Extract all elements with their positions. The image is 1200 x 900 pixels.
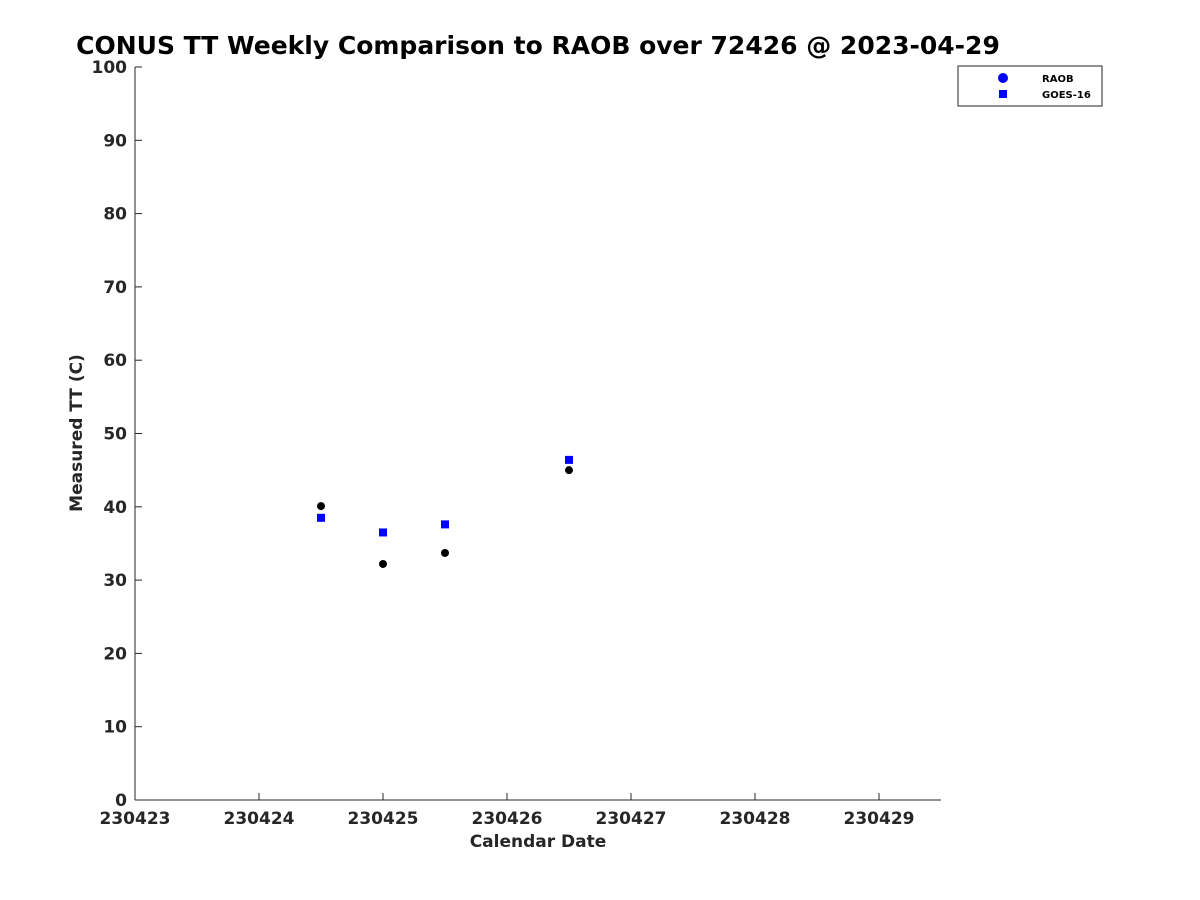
legend-box [957,65,1103,107]
y-tick-label: 90 [103,131,127,151]
legend: RAOB GOES-16 [957,65,1103,107]
y-tick-label: 10 [103,718,127,738]
y-tick-label: 40 [103,498,127,518]
x-tick-label: 230428 [720,809,791,829]
chart-title: CONUS TT Weekly Comparison to RAOB over … [76,31,1000,60]
x-tick-label: 230426 [472,809,543,829]
y-axis-label: Measured TT (C) [67,354,87,512]
goes-16-point [379,528,387,537]
axes: 0 10 20 30 40 50 60 70 80 90 100 230423 230424 230425… [92,58,941,829]
y-tick-label: 20 [103,644,127,664]
raob-point [565,466,573,475]
y-tick-label: 100 [92,58,128,78]
x-tick-label: 230427 [596,809,667,829]
goes-16-point [441,520,449,529]
y-tick-label: 70 [103,278,127,298]
x-tick-label: 230424 [224,809,295,829]
legend-marker-raob [998,73,1008,83]
raob-point [441,548,449,557]
y-tick-label: 60 [103,351,127,371]
y-tick-label: 50 [103,425,127,445]
goes-16-point [317,513,325,522]
x-axis-label: Calendar Date [470,832,607,852]
y-tick-label: 0 [115,791,127,811]
legend-marker-goes-16 [999,90,1007,98]
legend-label-raob: RAOB [1042,74,1074,85]
legend-label-goes-16: GOES-16 [1042,90,1091,101]
raob-point [317,502,325,511]
y-tick-label: 80 [103,205,127,225]
x-tick-label: 230423 [100,809,171,829]
y-tick-label: 30 [103,571,127,591]
data-marks [317,455,573,568]
x-tick-label: 230429 [844,809,915,829]
goes-16-point [565,455,573,464]
raob-point [379,559,387,568]
x-tick-label: 230425 [348,809,419,829]
